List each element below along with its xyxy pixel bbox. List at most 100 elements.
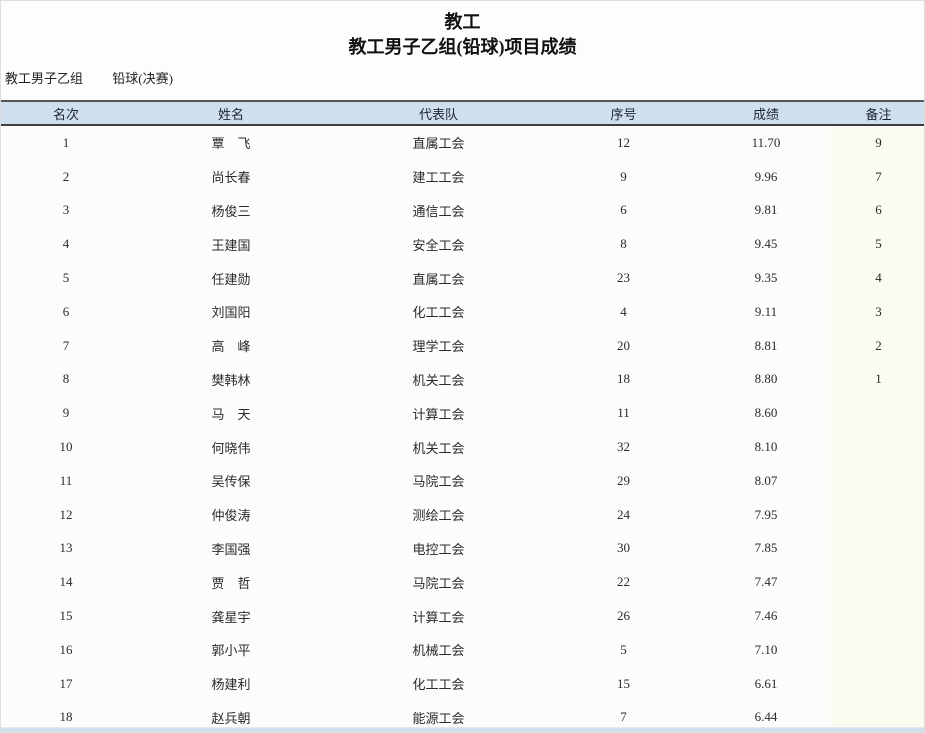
table-cell: 樊韩林 (131, 362, 331, 397)
table-cell: 吴传保 (131, 463, 331, 498)
table-cell: 化工工会 (331, 294, 546, 329)
table-cell (831, 565, 924, 600)
table-cell: 2 (831, 328, 924, 363)
table-cell: 6 (1, 294, 131, 329)
table-cell: 马 天 (131, 396, 331, 431)
table-row: 11 吴传保 马院工会 29 8.07 (1, 463, 924, 498)
table-cell: 23 (546, 261, 701, 295)
table-header-row: 名次 姓名 代表队 序号 成绩 备注 (1, 100, 924, 126)
table-cell: 7 (1, 328, 131, 363)
table-cell: 3 (831, 294, 924, 329)
table-cell: 17 (1, 666, 131, 701)
table-row: 18 赵兵朝 能源工会 7 6.44 (1, 700, 924, 732)
table-cell: 4 (546, 294, 701, 329)
table-cell: 11 (546, 396, 701, 431)
table-cell: 8.60 (701, 396, 831, 431)
table-cell: 高 峰 (131, 328, 331, 363)
table-cell: 12 (1, 497, 131, 532)
table-cell: 7.10 (701, 632, 831, 667)
table-cell (831, 497, 924, 532)
table-cell: 14 (1, 565, 131, 600)
table-row: 8 樊韩林 机关工会 18 8.80 1 (1, 362, 924, 397)
table-cell: 9.35 (701, 261, 831, 295)
table-cell (831, 430, 924, 464)
table-cell: 7.46 (701, 599, 831, 633)
table-cell: 尚长春 (131, 159, 331, 194)
table-row: 10 何晓伟 机关工会 32 8.10 (1, 430, 924, 464)
column-header: 姓名 (131, 100, 331, 126)
table-row: 2 尚长春 建工工会 9 9.96 7 (1, 159, 924, 194)
table-row: 15 龚星宇 计算工会 26 7.46 (1, 599, 924, 633)
table-cell: 龚星宇 (131, 599, 331, 633)
column-header: 备注 (831, 100, 924, 126)
table-cell: 5 (831, 227, 924, 262)
table-cell: 机关工会 (331, 430, 546, 464)
column-header: 序号 (546, 100, 701, 126)
table-cell: 1 (831, 362, 924, 397)
table-cell: 6.61 (701, 666, 831, 701)
table-cell: 15 (1, 599, 131, 633)
table-cell: 12 (546, 125, 701, 160)
table-cell (831, 396, 924, 431)
table-cell: 11 (1, 463, 131, 498)
table-cell: 1 (1, 125, 131, 160)
title-block: 教工 教工男子乙组(铅球)项目成绩 (1, 1, 924, 59)
table-cell: 8.80 (701, 362, 831, 397)
table-row: 4 王建国 安全工会 8 9.45 5 (1, 227, 924, 262)
table-row: 12 仲俊涛 测绘工会 24 7.95 (1, 497, 924, 532)
table-cell (831, 599, 924, 633)
table-cell: 9 (831, 125, 924, 160)
table-row: 3 杨俊三 通信工会 6 9.81 6 (1, 193, 924, 228)
table-cell: 测绘工会 (331, 497, 546, 532)
table-header: 名次 姓名 代表队 序号 成绩 备注 (1, 100, 924, 126)
table-cell: 何晓伟 (131, 430, 331, 464)
table-cell: 8.81 (701, 328, 831, 363)
table-row: 5 任建勋 直属工会 23 9.35 4 (1, 261, 924, 295)
table-cell: 15 (546, 666, 701, 701)
table-cell: 赵兵朝 (131, 700, 331, 732)
table-cell: 能源工会 (331, 700, 546, 732)
table-cell (831, 632, 924, 667)
table-cell: 6 (831, 193, 924, 228)
table-row: 6 刘国阳 化工工会 4 9.11 3 (1, 294, 924, 329)
table-cell: 杨俊三 (131, 193, 331, 228)
table-row: 14 贾 哲马院工会 22 7.47 (1, 565, 924, 600)
table-cell: 30 (546, 531, 701, 566)
table-cell: 马院工会 (331, 565, 546, 600)
table-cell: 10 (1, 430, 131, 464)
table-cell: 8 (1, 362, 131, 397)
table-cell: 32 (546, 430, 701, 464)
table-cell: 王建国 (131, 227, 331, 262)
column-header: 代表队 (331, 100, 546, 126)
table-cell: 计算工会 (331, 396, 546, 431)
table-cell: 7.47 (701, 565, 831, 600)
table-cell: 7 (831, 159, 924, 194)
table-cell: 20 (546, 328, 701, 363)
table-cell: 理学工会 (331, 328, 546, 363)
table-cell: 26 (546, 599, 701, 633)
table-cell: 建工工会 (331, 159, 546, 194)
table-cell: 通信工会 (331, 193, 546, 228)
table-cell: 6 (546, 193, 701, 228)
table-cell: 8.07 (701, 463, 831, 498)
table-cell: 机关工会 (331, 362, 546, 397)
table-cell: 计算工会 (331, 599, 546, 633)
table-cell: 9.11 (701, 294, 831, 329)
table-cell: 3 (1, 193, 131, 228)
next-section-header-sliver (1, 727, 924, 732)
table-cell: 7.85 (701, 531, 831, 566)
table-cell: 13 (1, 531, 131, 566)
event-stage-label: 铅球(决赛) (112, 71, 173, 86)
table-cell: 2 (1, 159, 131, 194)
table-cell: 11.70 (701, 125, 831, 160)
table-cell: 化工工会 (331, 666, 546, 701)
column-header: 名次 (1, 100, 131, 126)
table-cell (831, 463, 924, 498)
page-subtitle: 教工男子乙组(铅球)项目成绩 (348, 37, 577, 57)
table-cell: 22 (546, 565, 701, 600)
table-cell: 24 (546, 497, 701, 532)
table-cell: 9 (1, 396, 131, 431)
